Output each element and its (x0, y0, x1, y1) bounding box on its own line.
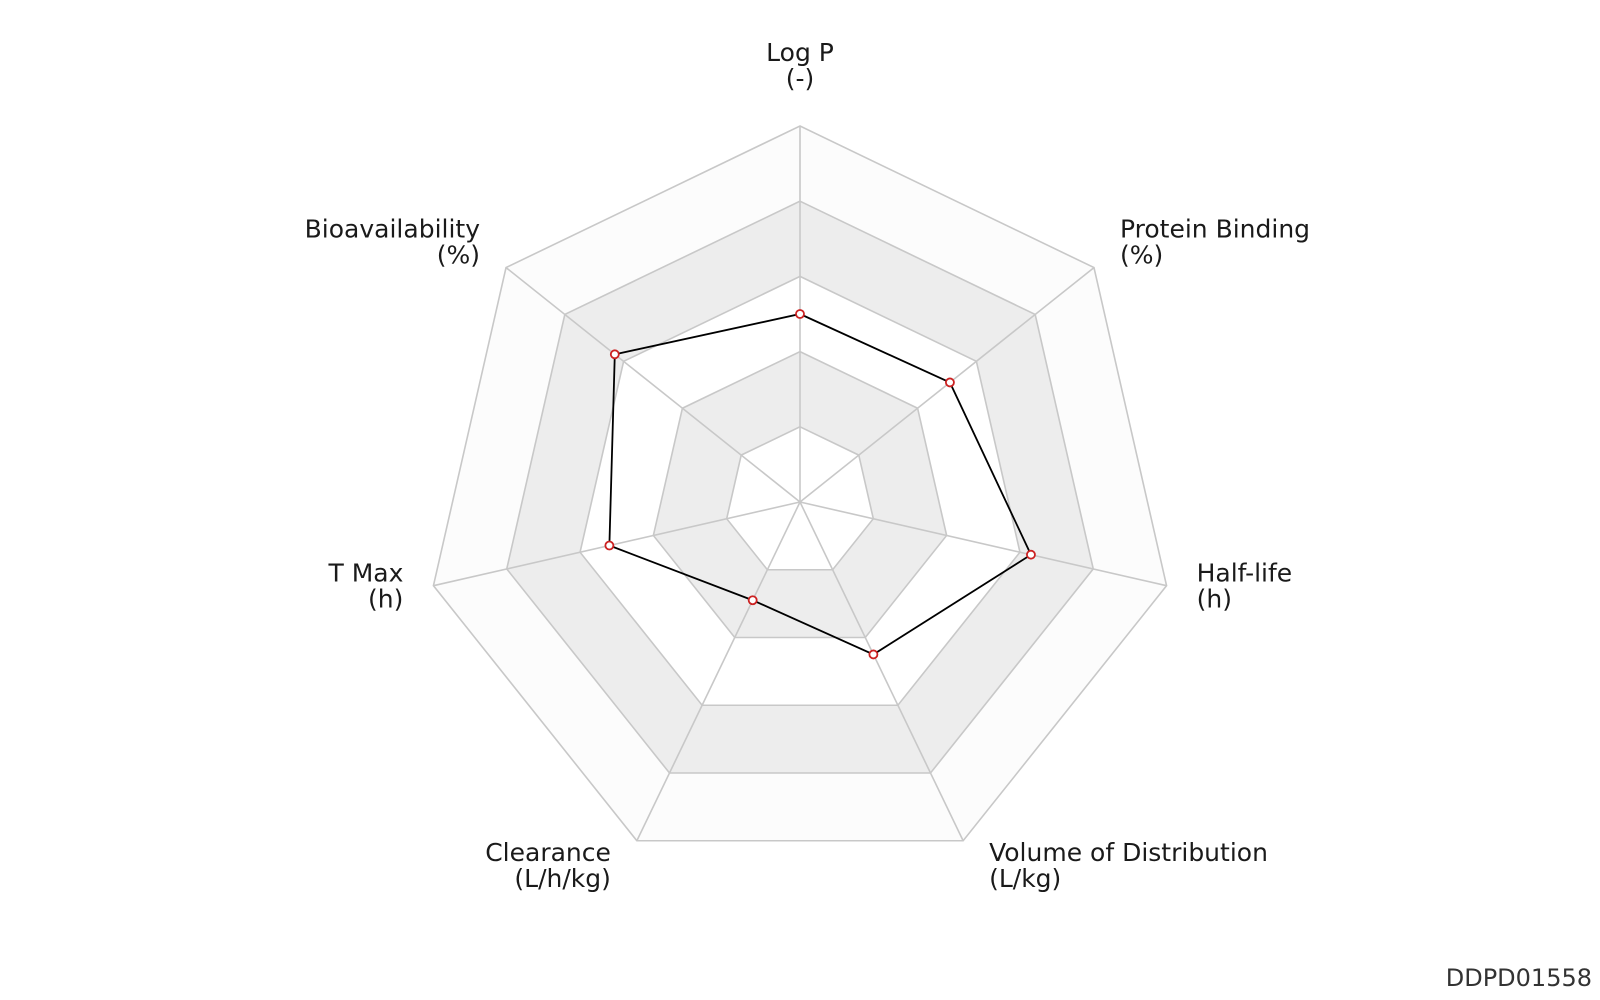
axis-unit-5: (h) (368, 585, 403, 614)
spoke-6 (505, 266, 801, 503)
axis-label-0: Log P (766, 38, 834, 67)
spoke-4 (636, 501, 801, 842)
spoke-5 (433, 501, 801, 587)
data-point-5 (604, 540, 615, 551)
data-point-2 (1026, 549, 1036, 560)
axis-unit-6: (%) (437, 241, 480, 270)
axis-unit-1: (%) (1120, 241, 1163, 270)
series-line (608, 313, 1033, 656)
axis-unit-4: (L/h/kg) (514, 864, 610, 893)
axis-unit-2: (h) (1197, 585, 1232, 614)
data-point-0 (795, 309, 805, 319)
data-point-4 (747, 595, 758, 606)
data-point-3 (868, 649, 879, 660)
axis-label-2: Half-life (1197, 559, 1293, 588)
spoke-2 (799, 501, 1167, 587)
axis-label-5: T Max (327, 559, 403, 588)
axis-label-1: Protein Binding (1120, 215, 1310, 244)
data-point-1 (945, 377, 955, 388)
radar-axis-labels: Log P(-)Protein Binding(%)Half-life(h)Vo… (305, 38, 1310, 893)
axis-label-6: Bioavailability (305, 215, 481, 244)
footer-id: DDPD01558 (1445, 964, 1592, 992)
axis-unit-3: (L/kg) (989, 864, 1061, 893)
axis-label-3: Volume of Distribution (989, 838, 1268, 867)
spoke-3 (799, 501, 964, 842)
axis-unit-0: (-) (786, 64, 815, 93)
data-point-6 (609, 349, 620, 360)
axis-label-4: Clearance (485, 838, 611, 867)
radar-series (604, 309, 1036, 660)
